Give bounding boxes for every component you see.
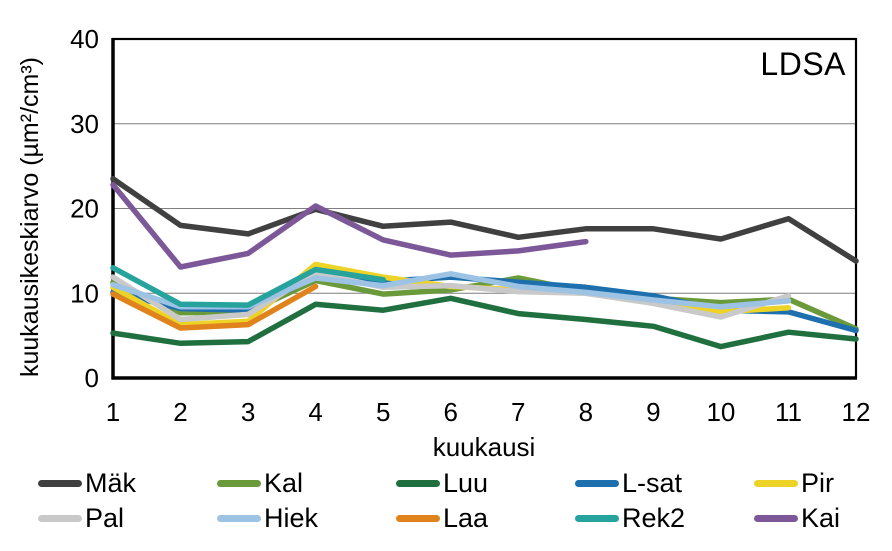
y-tick-label-30: 30 xyxy=(70,109,99,139)
x-tick-label-1: 1 xyxy=(106,397,120,427)
legend-item-Mäk: Mäk xyxy=(38,466,217,501)
legend-label-Kal: Kal xyxy=(264,468,304,498)
x-tick-label-4: 4 xyxy=(308,397,322,427)
legend-swatch-Kai xyxy=(754,515,798,522)
y-tick-label-20: 20 xyxy=(70,194,99,224)
x-tick-label-5: 5 xyxy=(376,397,390,427)
series-line-Laa xyxy=(110,283,319,331)
x-tick-label-2: 2 xyxy=(173,397,187,427)
legend-item-Kal: Kal xyxy=(217,466,396,501)
series-line-Mäk xyxy=(110,176,859,264)
legend-swatch-Rek2 xyxy=(575,515,619,522)
x-tick-label-12: 12 xyxy=(842,397,871,427)
legend-label-Rek2: Rek2 xyxy=(622,503,686,533)
legend-item-Luu: Luu xyxy=(396,466,575,501)
series-line-Pal xyxy=(110,270,792,323)
y-tick-label-10: 10 xyxy=(70,278,99,308)
x-tick-label-11: 11 xyxy=(775,397,802,427)
y-tick-label-40: 40 xyxy=(70,24,99,54)
series-line-Luu xyxy=(110,295,859,350)
x-tick-label-6: 6 xyxy=(443,397,457,427)
legend-swatch-Kal xyxy=(217,480,261,487)
legend-label-L-sat: L-sat xyxy=(622,468,683,498)
legend-label-Pir: Pir xyxy=(801,468,834,498)
legend-label-Luu: Luu xyxy=(443,468,489,498)
legend-swatch-Pir xyxy=(754,480,798,487)
legend: Mäk Kal Luu L-sat Pir Pal Hiek Laa Rek2 Kai xyxy=(38,466,892,536)
legend-swatch-Hiek xyxy=(217,515,261,522)
legend-swatch-Pal xyxy=(38,515,82,522)
legend-label-Kai: Kai xyxy=(801,503,841,533)
x-tick-label-10: 10 xyxy=(706,397,735,427)
x-tick-label-7: 7 xyxy=(511,397,525,427)
x-tick-label-9: 9 xyxy=(646,397,660,427)
legend-item-Rek2: Rek2 xyxy=(575,501,754,536)
y-tick-label-0: 0 xyxy=(85,363,99,393)
x-tick-label-3: 3 xyxy=(241,397,255,427)
legend-label-Mäk: Mäk xyxy=(85,468,137,498)
legend-item-Pir: Pir xyxy=(754,466,892,501)
legend-swatch-L-sat xyxy=(575,480,619,487)
chart-annotation: LDSA xyxy=(760,46,846,82)
legend-swatch-Luu xyxy=(396,480,440,487)
legend-swatch-Mäk xyxy=(38,480,82,487)
legend-label-Pal: Pal xyxy=(85,503,125,533)
x-axis-title: kuukausi xyxy=(432,432,536,462)
legend-swatch-Laa xyxy=(396,515,440,522)
x-tick-label-8: 8 xyxy=(579,397,593,427)
series-line-Rek2 xyxy=(110,265,386,308)
legend-item-L-sat: L-sat xyxy=(575,466,754,501)
legend-item-Hiek: Hiek xyxy=(217,501,396,536)
legend-item-Pal: Pal xyxy=(38,501,217,536)
legend-label-Hiek: Hiek xyxy=(264,503,319,533)
series-line-Kai xyxy=(110,182,589,270)
legend-item-Kai: Kai xyxy=(754,501,892,536)
legend-label-Laa: Laa xyxy=(443,503,489,533)
legend-item-Laa: Laa xyxy=(396,501,575,536)
